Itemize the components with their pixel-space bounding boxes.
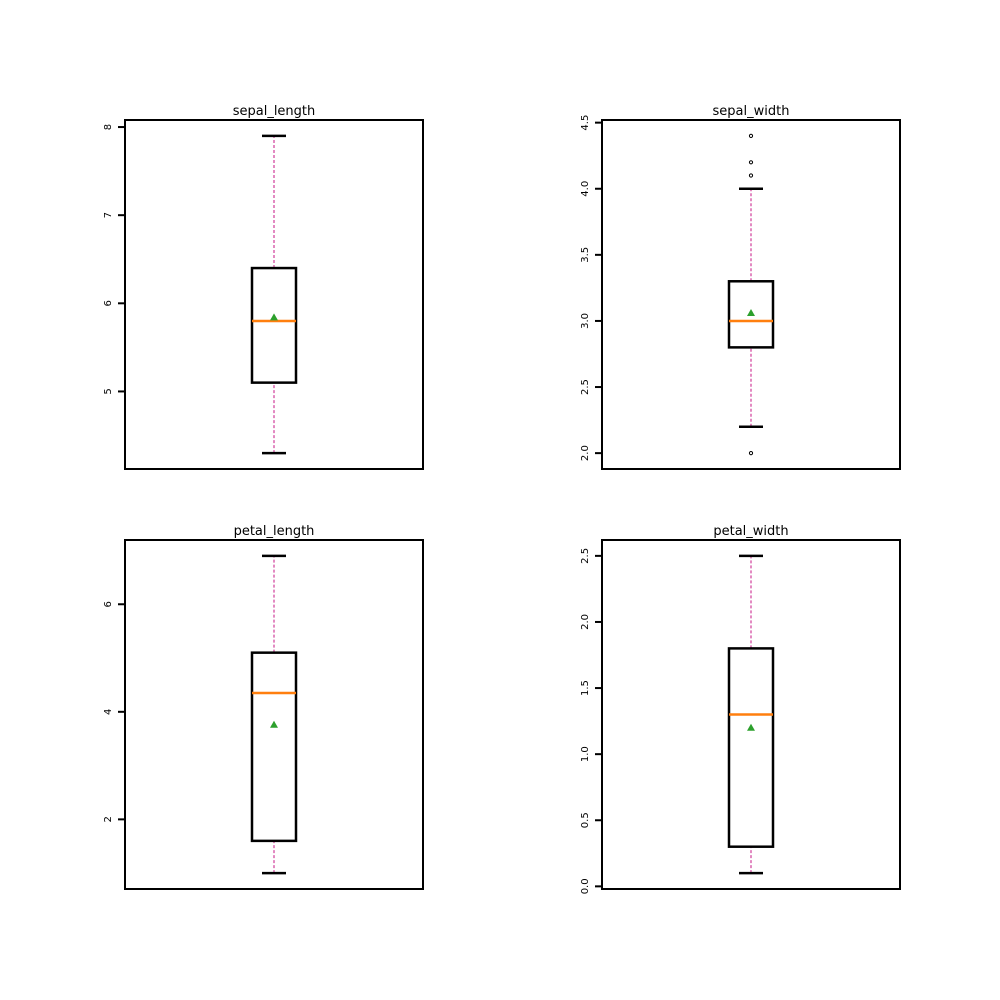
iqr-box bbox=[727, 280, 775, 349]
y-tick-label: 2.5 bbox=[580, 548, 591, 564]
subplot-sepal_width: sepal_width 2.0 2.5 3.0 3.5 4.0 4.5 bbox=[580, 104, 901, 470]
y-tick-label: 1.0 bbox=[580, 746, 591, 762]
y-tick-label: 2.5 bbox=[580, 379, 591, 395]
mean-marker bbox=[747, 723, 755, 731]
y-tick-label: 0.0 bbox=[580, 878, 591, 894]
outlier-point bbox=[748, 160, 754, 165]
y-tick-label: 3.5 bbox=[580, 247, 591, 263]
mean-marker bbox=[270, 720, 278, 728]
iqr-box bbox=[250, 651, 298, 843]
y-tick-label: 1.5 bbox=[580, 680, 591, 696]
axes-frame bbox=[124, 119, 424, 470]
mean-marker bbox=[747, 309, 755, 317]
y-tick-label: 6 bbox=[103, 300, 114, 306]
subplot-title: petal_length bbox=[234, 524, 315, 539]
y-tick-label: 0.5 bbox=[580, 812, 591, 828]
y-tick-label: 8 bbox=[103, 124, 114, 130]
y-tick-label: 3.0 bbox=[580, 313, 591, 329]
y-tick-label: 4 bbox=[103, 709, 114, 715]
axes-frame bbox=[601, 539, 901, 890]
subplot-title: petal_width bbox=[713, 524, 788, 539]
y-tick-label: 4.5 bbox=[580, 115, 591, 131]
subplot-title: sepal_width bbox=[713, 104, 790, 119]
axes-frame bbox=[601, 119, 901, 470]
y-tick-label: 4.0 bbox=[580, 181, 591, 197]
subplot-title: sepal_length bbox=[233, 104, 316, 119]
subplot-sepal_length: sepal_length 5 6 7 8 bbox=[103, 104, 424, 470]
outlier-point bbox=[748, 133, 754, 138]
y-tick-label: 2.0 bbox=[580, 445, 591, 461]
y-tick-label: 2.0 bbox=[580, 614, 591, 630]
subplot-petal_width: petal_width 0.0 0.5 1.0 1.5 2.0 2.5 bbox=[580, 524, 901, 894]
iqr-box bbox=[727, 647, 775, 848]
iqr-box bbox=[250, 266, 298, 384]
y-tick-label: 7 bbox=[103, 212, 114, 218]
outlier-point bbox=[748, 451, 754, 456]
y-tick-label: 2 bbox=[103, 816, 114, 822]
y-tick-label: 6 bbox=[103, 601, 114, 607]
subplot-petal_length: petal_length 2 4 6 bbox=[103, 524, 424, 890]
mean-marker bbox=[270, 313, 278, 321]
outlier-point bbox=[748, 173, 754, 178]
y-tick-label: 5 bbox=[103, 388, 114, 394]
axes-frame bbox=[124, 539, 424, 890]
